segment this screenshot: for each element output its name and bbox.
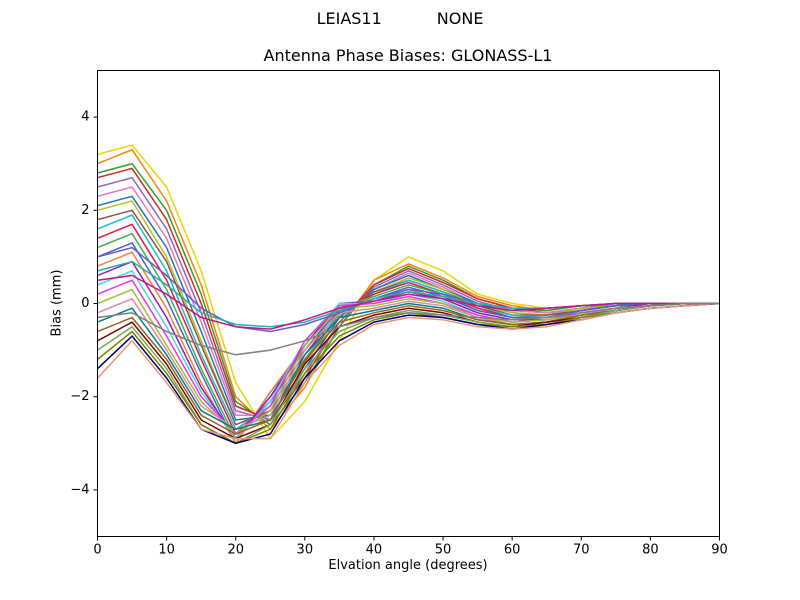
y-tick-label: 0 (81, 296, 89, 311)
figure-suptitle: LEIAS11 NONE (0, 10, 800, 28)
suptitle-left: LEIAS11 (316, 9, 382, 28)
x-axis-label: Elvation angle (degrees) (328, 558, 488, 573)
x-tick-label: 60 (504, 542, 521, 557)
x-tick-label: 20 (227, 542, 244, 557)
y-tick-label: 2 (81, 203, 89, 218)
x-tick-label: 80 (642, 542, 659, 557)
x-tick-label: 50 (435, 542, 452, 557)
series-line (97, 242, 720, 445)
y-tick-label: −4 (70, 482, 89, 497)
suptitle-right: NONE (436, 9, 484, 28)
x-tick-label: 70 (573, 542, 590, 557)
y-tick-label: 4 (81, 110, 89, 125)
x-tick-label: 10 (158, 542, 175, 557)
x-tick-label: 40 (366, 542, 383, 557)
series-line (97, 302, 720, 440)
x-tick-label: 30 (297, 542, 314, 557)
y-tick-label: −2 (70, 389, 89, 404)
axes-title: Antenna Phase Biases: GLONASS-L1 (263, 46, 553, 65)
x-tick-label: 90 (711, 542, 728, 557)
series-line (97, 274, 720, 330)
x-tick-label: 0 (93, 542, 101, 557)
series-line (97, 302, 720, 356)
